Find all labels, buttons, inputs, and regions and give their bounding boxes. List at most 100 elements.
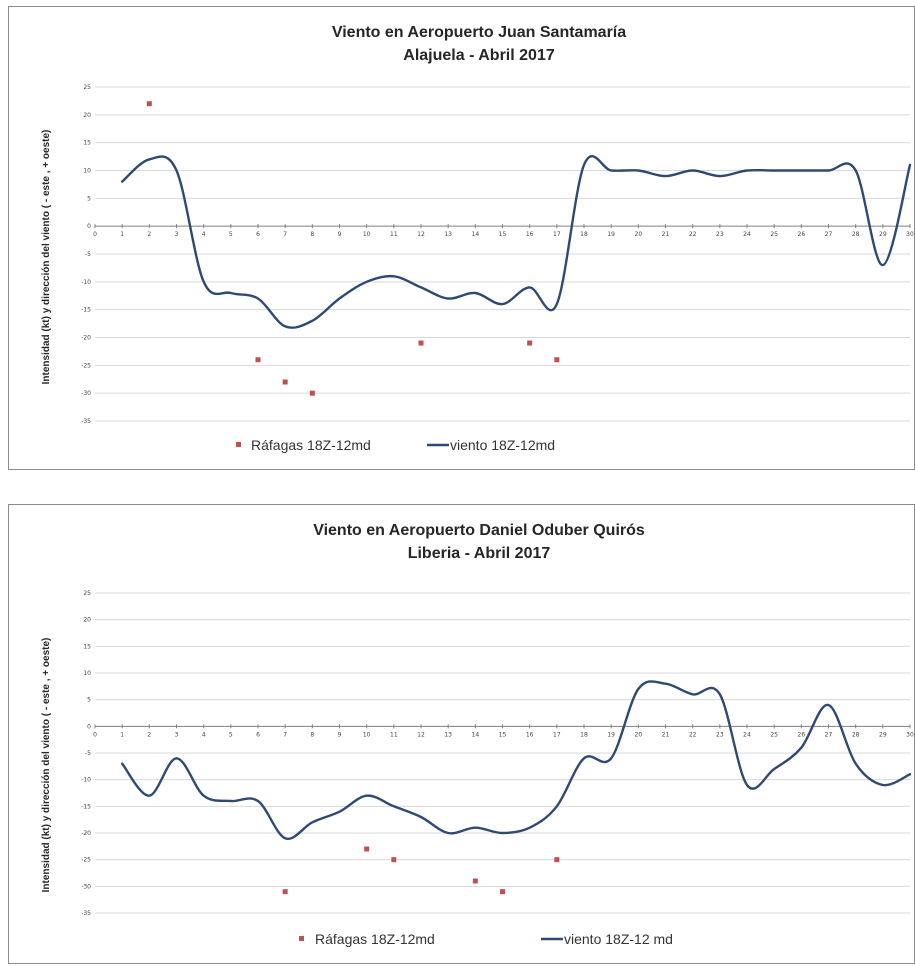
x-tick-label: 2 — [147, 231, 151, 238]
x-tick-label: 11 — [390, 231, 398, 238]
x-tick-label: 3 — [175, 731, 179, 738]
x-tick-label: 28 — [852, 731, 860, 738]
legend: Ráfagas 18Z-12md viento 18Z-12md — [236, 437, 555, 453]
x-tick-label: 24 — [743, 731, 751, 738]
x-tick-label: 12 — [417, 731, 425, 738]
x-tick-label: 0 — [93, 231, 97, 238]
chart-panel-liberia: Viento en Aeropuerto Daniel Oduber Quiró… — [8, 504, 915, 964]
y-tick-label: -15 — [81, 307, 91, 314]
y-tick-label: 10 — [83, 168, 91, 175]
x-tick-label: 13 — [444, 231, 452, 238]
x-tick-label: 14 — [472, 231, 480, 238]
y-tick-label: 20 — [83, 617, 91, 624]
x-tick-label: 25 — [770, 231, 778, 238]
x-tick-label: 8 — [310, 231, 314, 238]
x-tick-label: 1 — [120, 231, 124, 238]
gust-point — [500, 889, 505, 895]
x-tick-label: 20 — [635, 231, 643, 238]
x-tick-label: 14 — [472, 731, 480, 738]
x-tick-label: 26 — [798, 231, 806, 238]
x-tick-label: 29 — [879, 231, 887, 238]
gust-point — [554, 357, 560, 363]
y-tick-label: -25 — [81, 362, 91, 369]
gust-point — [554, 857, 560, 863]
x-tick-label: 4 — [202, 731, 206, 738]
x-tick-label: 22 — [689, 231, 697, 238]
x-tick-label: 8 — [310, 731, 314, 738]
y-tick-label: -35 — [81, 418, 91, 425]
y-tick-label: -5 — [85, 251, 91, 258]
gust-point — [282, 379, 288, 385]
gust-point — [146, 101, 152, 107]
y-tick-label: 5 — [87, 195, 91, 202]
x-tick-label: 1 — [120, 731, 124, 738]
gust-point — [391, 857, 397, 863]
x-tick-label: 21 — [662, 231, 670, 238]
x-tick-label: 30 — [906, 731, 914, 738]
x-tick-label: 11 — [390, 731, 398, 738]
x-tick-label: 10 — [363, 731, 371, 738]
x-tick-label: 7 — [283, 231, 287, 238]
y-axis-label: Intensidad (kt) y dirección del viento (… — [41, 638, 52, 893]
gust-point — [364, 846, 370, 852]
x-tick-label: 16 — [526, 231, 534, 238]
y-tick-label: 20 — [83, 112, 91, 119]
chart-title: Viento en Aeropuerto Daniel Oduber Quiró… — [313, 522, 645, 539]
y-tick-label: -15 — [81, 803, 91, 810]
x-tick-label: 2 — [147, 731, 151, 738]
x-tick-label: 15 — [499, 731, 507, 738]
gust-point — [309, 390, 315, 396]
x-tick-label: 23 — [716, 231, 724, 238]
y-tick-label: -10 — [81, 279, 91, 286]
y-tick-label: -25 — [81, 857, 91, 864]
x-tick-label: 17 — [553, 731, 561, 738]
x-tick-label: 27 — [825, 731, 833, 738]
x-tick-label: 5 — [229, 731, 233, 738]
legend-marker-gusts — [236, 442, 241, 447]
x-tick-label: 21 — [662, 731, 670, 738]
y-tick-label: -20 — [81, 335, 91, 342]
x-tick-label: 6 — [256, 731, 260, 738]
gust-point — [527, 340, 533, 346]
x-tick-label: 9 — [338, 231, 342, 238]
x-tick-label: 27 — [825, 231, 833, 238]
x-tick-label: 18 — [580, 731, 588, 738]
y-tick-label: 15 — [83, 643, 91, 650]
x-tick-label: 28 — [852, 231, 860, 238]
legend-label-wind: viento 18Z-12md — [450, 437, 555, 453]
x-tick-label: 9 — [338, 731, 342, 738]
y-tick-label: 5 — [87, 697, 91, 704]
y-tick-label: -20 — [81, 830, 91, 837]
x-tick-label: 20 — [635, 731, 643, 738]
x-tick-label: 3 — [175, 231, 179, 238]
x-tick-label: 26 — [798, 731, 806, 738]
y-axis-label: Intensidad (kt) y dirección del viento (… — [41, 130, 52, 385]
gust-point — [282, 889, 288, 895]
chart-alajuela: Viento en Aeropuerto Juan Santamaría Ala… — [41, 24, 914, 453]
y-tick-label: 15 — [83, 140, 91, 147]
x-tick-label: 15 — [499, 231, 507, 238]
x-tick-label: 19 — [607, 731, 615, 738]
x-tick-label: 5 — [229, 231, 233, 238]
y-tick-label: 0 — [87, 723, 91, 730]
x-tick-label: 16 — [526, 731, 534, 738]
chart-subtitle: Alajuela - Abril 2017 — [403, 47, 555, 64]
x-tick-label: 19 — [607, 231, 615, 238]
y-tick-label: 0 — [87, 223, 91, 230]
chart-title: Viento en Aeropuerto Juan Santamaría — [332, 24, 626, 41]
x-tick-label: 30 — [906, 231, 914, 238]
chart-panel-alajuela: Viento en Aeropuerto Juan Santamaría Ala… — [8, 6, 915, 470]
x-tick-label: 29 — [879, 731, 887, 738]
wind-series-line — [121, 155, 912, 329]
legend: Ráfagas 18Z-12md viento 18Z-12 md — [299, 931, 673, 947]
x-tick-label: 24 — [743, 231, 751, 238]
x-tick-label: 25 — [770, 731, 778, 738]
x-tick-label: 23 — [716, 731, 724, 738]
legend-label-wind: viento 18Z-12 md — [564, 931, 673, 947]
legend-label-gusts: Ráfagas 18Z-12md — [315, 931, 435, 947]
y-tick-label: 10 — [83, 670, 91, 677]
x-tick-label: 0 — [93, 731, 97, 738]
y-tick-label: -10 — [81, 777, 91, 784]
x-tick-label: 22 — [689, 731, 697, 738]
y-tick-label: 25 — [83, 84, 91, 91]
